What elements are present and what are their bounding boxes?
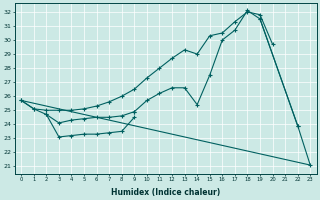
X-axis label: Humidex (Indice chaleur): Humidex (Indice chaleur) [111, 188, 220, 197]
